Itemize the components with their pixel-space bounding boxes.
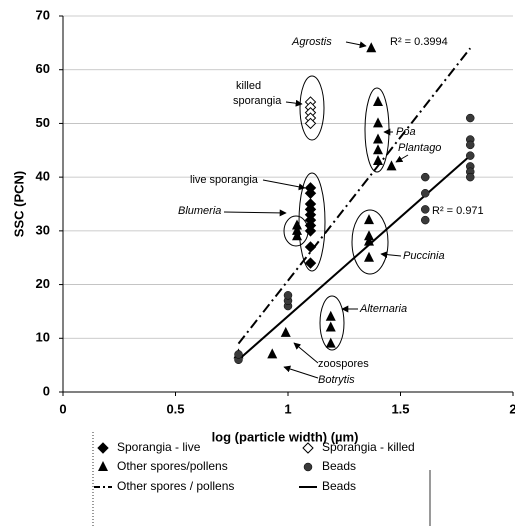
arrow xyxy=(395,154,409,163)
point xyxy=(304,117,317,130)
plot-area xyxy=(233,42,475,365)
annotation: R² = 0.971 xyxy=(432,205,484,217)
point xyxy=(466,172,475,182)
annotation: Blumeria xyxy=(178,205,221,217)
arrow xyxy=(285,99,303,107)
x-tick-label: 1.5 xyxy=(391,401,409,416)
marker xyxy=(302,442,314,454)
arrow xyxy=(345,41,367,49)
point xyxy=(373,133,383,144)
y-tick-label: 0 xyxy=(43,383,50,398)
ellipse xyxy=(298,172,326,272)
point xyxy=(364,230,374,241)
point xyxy=(386,160,397,171)
point xyxy=(325,321,336,332)
point xyxy=(304,225,317,237)
point xyxy=(283,291,293,300)
annotation: R² = 0.3994 xyxy=(390,36,448,48)
point xyxy=(304,257,317,269)
trend-line xyxy=(237,47,472,345)
point xyxy=(364,235,374,246)
point xyxy=(366,42,377,53)
annotation: killed xyxy=(236,80,261,92)
point xyxy=(304,187,317,199)
arrow xyxy=(293,342,319,364)
annotation: Puccinia xyxy=(403,250,445,262)
point xyxy=(466,151,475,160)
point xyxy=(280,326,291,337)
y-tick-label: 10 xyxy=(36,330,50,345)
y-tick-label: 60 xyxy=(36,61,50,76)
ellipse xyxy=(351,209,389,275)
annotation: Agrostis xyxy=(291,36,332,48)
x-tick-label: 2 xyxy=(509,401,515,416)
point xyxy=(364,251,374,262)
arrow xyxy=(223,209,287,217)
y-tick-label: 50 xyxy=(36,115,50,130)
point xyxy=(421,172,430,182)
legend-label: Beads xyxy=(322,479,356,493)
annotation: Plantago xyxy=(398,142,441,154)
y-tick-label: 40 xyxy=(36,169,50,184)
point xyxy=(466,140,475,150)
point xyxy=(292,224,302,235)
legend-label: Sporangia - killed xyxy=(322,440,415,454)
legend-label: Other spores/pollens xyxy=(117,459,228,473)
point xyxy=(421,215,430,225)
y-tick-label: 20 xyxy=(36,276,50,291)
point xyxy=(364,214,374,225)
point xyxy=(292,230,302,241)
point xyxy=(373,95,383,106)
y-tick-label: 30 xyxy=(36,222,50,237)
x-axis-title: log (particle width) (µm) xyxy=(212,429,359,444)
point xyxy=(234,350,243,359)
legend-label: Beads xyxy=(322,459,356,473)
legend-label: Sporangia - live xyxy=(117,440,201,454)
legend: Sporangia - live Sporangia - killed Other … xyxy=(92,432,431,526)
annotation: Botrytis xyxy=(318,374,355,386)
point xyxy=(373,144,383,155)
annotation: zoospores xyxy=(318,358,369,370)
point xyxy=(292,219,302,230)
annotation: live sporangia xyxy=(190,174,259,186)
x-tick-label: 0 xyxy=(59,401,66,416)
annotation: Poa xyxy=(396,126,416,138)
point xyxy=(373,155,383,166)
annotation: Alternaria xyxy=(359,303,407,315)
legend-label: Other spores / pollens xyxy=(117,479,234,493)
ellipse xyxy=(299,75,325,141)
grid: 0 10 20 30 40 50 60 70 0 0.5 1 1.5 2 xyxy=(36,7,515,416)
annotation: sporangia xyxy=(233,95,282,107)
y-tick-label: 70 xyxy=(36,7,50,22)
point xyxy=(373,117,383,128)
marker xyxy=(98,461,108,471)
marker xyxy=(303,462,313,472)
marker xyxy=(97,442,109,454)
point xyxy=(466,113,475,123)
point xyxy=(304,241,317,253)
arrow xyxy=(380,251,402,259)
point xyxy=(325,310,336,321)
x-tick-label: 1 xyxy=(284,401,291,416)
trend-line xyxy=(237,154,471,361)
annotations xyxy=(223,41,409,379)
arrow xyxy=(283,365,319,379)
arrow xyxy=(262,179,306,191)
y-axis-title: SSC (PCN) xyxy=(11,171,26,237)
ellipse xyxy=(319,295,345,351)
point xyxy=(421,189,430,198)
x-tick-label: 0.5 xyxy=(166,401,184,416)
point xyxy=(325,337,336,348)
point xyxy=(421,205,430,214)
point xyxy=(267,348,278,359)
